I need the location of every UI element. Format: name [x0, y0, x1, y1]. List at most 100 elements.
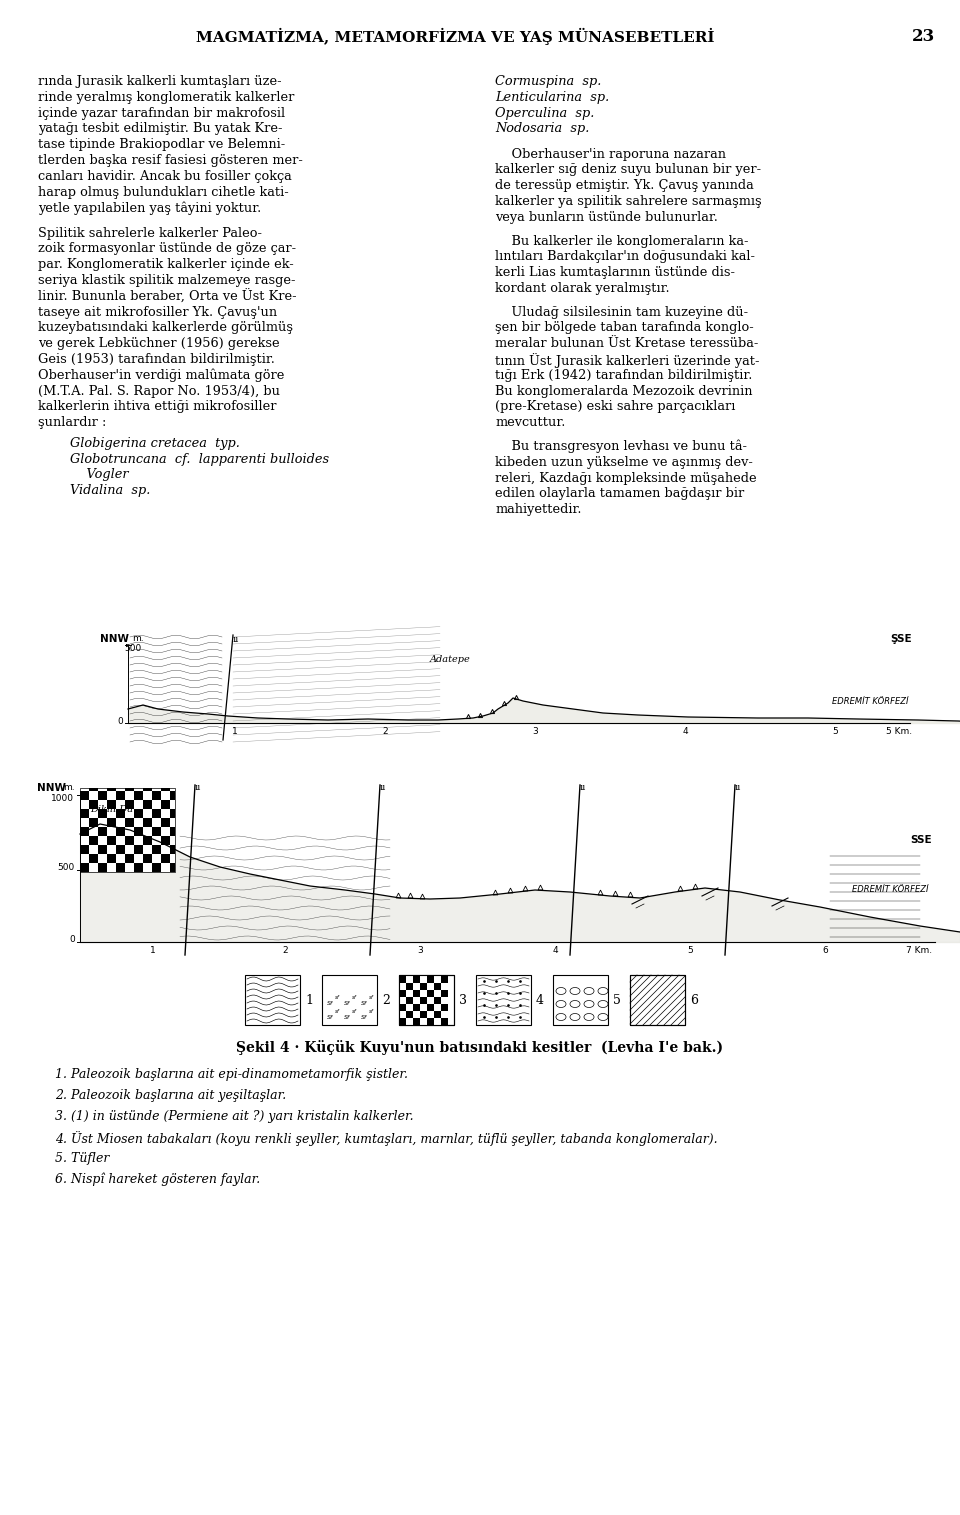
Bar [125, 818, 134, 827]
Bar [35, 780, 940, 961]
Bar [427, 1018, 434, 1026]
Bar [134, 845, 143, 854]
Bar [441, 983, 448, 989]
Bar [116, 788, 125, 791]
Bar [134, 788, 143, 791]
Bar [420, 976, 427, 983]
Bar [161, 836, 170, 845]
Bar [116, 809, 125, 818]
Bar [427, 983, 434, 989]
Bar [143, 845, 152, 854]
Bar [170, 854, 175, 864]
Bar [98, 845, 107, 854]
Text: tığı Erk (1942) tarafından bildirilmiştir.: tığı Erk (1942) tarafından bildirilmişti… [495, 368, 753, 382]
Text: mevcuttur.: mevcuttur. [495, 417, 565, 429]
Bar [80, 818, 89, 827]
Text: Globigerina cretacea  typ.: Globigerina cretacea typ. [70, 436, 240, 450]
Bar [107, 818, 116, 827]
Bar [152, 845, 161, 854]
Text: ıı: ıı [195, 783, 202, 792]
Bar [143, 791, 152, 800]
Text: içinde yazar tarafından bir makrofosil: içinde yazar tarafından bir makrofosil [38, 106, 285, 120]
Bar [125, 809, 134, 818]
Bar [89, 836, 98, 845]
Bar [89, 788, 98, 791]
Bar [107, 800, 116, 809]
Ellipse shape [570, 1014, 580, 1021]
Bar [434, 1004, 441, 1011]
Bar [413, 1018, 420, 1026]
Text: 0: 0 [117, 717, 123, 726]
Bar [434, 983, 441, 989]
Text: Bu transgresyon levhası ve bunu tâ-: Bu transgresyon levhası ve bunu tâ- [495, 439, 747, 453]
Bar [434, 989, 441, 997]
Text: tlerden başka resif fasiesi gösteren mer-: tlerden başka resif fasiesi gösteren mer… [38, 155, 302, 167]
Bar [170, 788, 175, 791]
Text: sf: sf [352, 1009, 357, 1014]
Bar [399, 1018, 406, 1026]
Text: Dikili Da.: Dikili Da. [90, 804, 136, 814]
Text: 1. Paleozoik başlarına ait epi-dinamometamorfik şistler.: 1. Paleozoik başlarına ait epi-dinamomet… [55, 1068, 408, 1082]
Text: Spilitik sahrelerle kalkerler Paleo-: Spilitik sahrelerle kalkerler Paleo- [38, 227, 262, 239]
Text: 4. Üst Miosen tabakaları (koyu renkli şeyller, kumtaşları, marnlar, tüflü şeylle: 4. Üst Miosen tabakaları (koyu renkli şe… [55, 1132, 718, 1145]
Bar [406, 1018, 413, 1026]
Bar [170, 836, 175, 845]
Bar [399, 1004, 406, 1011]
Bar [143, 800, 152, 809]
Bar [80, 827, 89, 836]
Bar [420, 983, 427, 989]
Bar [420, 989, 427, 997]
Ellipse shape [556, 1000, 566, 1007]
Bar [170, 845, 175, 854]
Text: şen bir bölgede taban tarafında konglo-: şen bir bölgede taban tarafında konglo- [495, 321, 754, 335]
Bar [413, 997, 420, 1004]
Bar [98, 791, 107, 800]
Bar [143, 809, 152, 818]
Bar [420, 1018, 427, 1026]
Bar [80, 800, 89, 809]
Bar [125, 827, 134, 836]
Bar [80, 845, 89, 854]
Ellipse shape [584, 988, 594, 994]
Bar [116, 845, 125, 854]
Text: meralar bulunan Üst Kretase teressüba-: meralar bulunan Üst Kretase teressüba- [495, 338, 758, 350]
Bar [406, 997, 413, 1004]
Bar [170, 791, 175, 800]
Bar [161, 788, 170, 791]
Text: ıı: ıı [734, 783, 741, 792]
Bar [406, 1004, 413, 1011]
Text: 3. (1) in üstünde (Permiene ait ?) yarı kristalin kalkerler.: 3. (1) in üstünde (Permiene ait ?) yarı … [55, 1110, 414, 1123]
Bar [161, 827, 170, 836]
Text: Geis (1953) tarafından bildirilmiştir.: Geis (1953) tarafından bildirilmiştir. [38, 353, 275, 367]
Text: 4: 4 [552, 945, 558, 954]
Text: tase tipinde Brakiopodlar ve Belemni-: tase tipinde Brakiopodlar ve Belemni- [38, 138, 285, 152]
Text: NNW: NNW [37, 783, 66, 792]
Text: sf: sf [335, 1009, 340, 1014]
Text: linir. Bununla beraber, Orta ve Üst Kre-: linir. Bununla beraber, Orta ve Üst Kre- [38, 289, 297, 305]
Text: Nodosaria  sp.: Nodosaria sp. [495, 123, 589, 135]
Text: şunlardır :: şunlardır : [38, 417, 107, 429]
Ellipse shape [570, 1000, 580, 1007]
Text: kalkerler sığ deniz suyu bulunan bir yer-: kalkerler sığ deniz suyu bulunan bir yer… [495, 164, 761, 176]
Text: 5: 5 [832, 727, 838, 736]
Text: Operculina  sp.: Operculina sp. [495, 106, 594, 120]
Bar [125, 845, 134, 854]
Text: sf: sf [369, 1009, 373, 1014]
Text: rinde yeralmış konglomeratik kalkerler: rinde yeralmış konglomeratik kalkerler [38, 91, 295, 105]
Bar [152, 827, 161, 836]
Bar [170, 864, 175, 873]
Text: zoik formasyonlar üstünde de göze çar-: zoik formasyonlar üstünde de göze çar- [38, 242, 296, 256]
Bar [116, 854, 125, 864]
Bar [406, 989, 413, 997]
Text: Globotruncana  cf.  lapparenti bulloides: Globotruncana cf. lapparenti bulloides [70, 453, 329, 465]
Text: edilen olaylarla tamamen bağdaşır bir: edilen olaylarla tamamen bağdaşır bir [495, 488, 744, 500]
Bar [413, 989, 420, 997]
Bar [152, 854, 161, 864]
Bar [107, 809, 116, 818]
Bar [80, 864, 89, 873]
Text: 500: 500 [58, 864, 75, 873]
Bar [89, 827, 98, 836]
Bar [116, 864, 125, 873]
Bar [134, 818, 143, 827]
Bar [98, 788, 107, 791]
